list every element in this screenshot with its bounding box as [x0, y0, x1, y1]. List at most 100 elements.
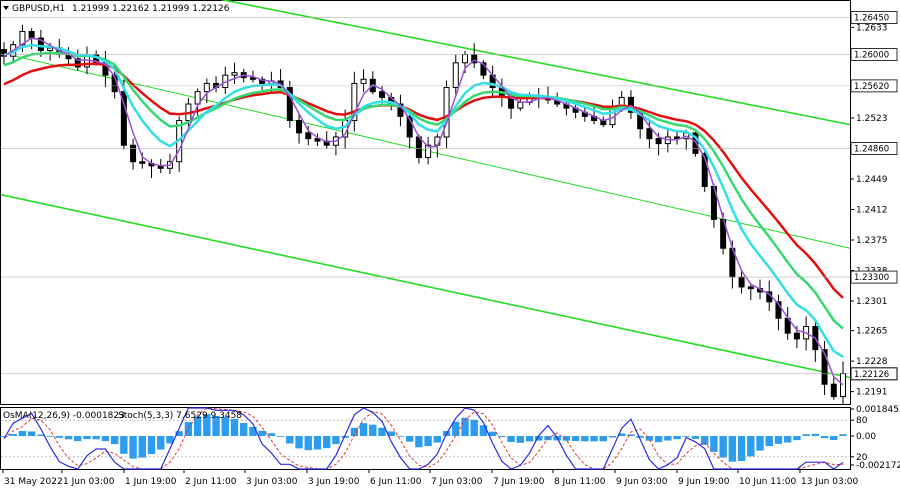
- title-header: GBPUSD,H1 1.21999 1.22162 1.21999 1.2212…: [3, 4, 230, 14]
- osma-bar: [387, 431, 395, 437]
- candle-body: [28, 30, 35, 39]
- osma-bar: [691, 436, 700, 439]
- y-tick-label: 1.2228: [856, 357, 888, 367]
- osma-bar: [221, 416, 229, 437]
- osma-bar: [793, 436, 801, 441]
- osma-bar: [571, 436, 580, 442]
- osma-bar: [645, 436, 654, 441]
- price-tag-label: 1.26450: [854, 13, 889, 23]
- osma-bar: [728, 436, 737, 462]
- candle-body: [360, 78, 367, 84]
- osma-bar: [507, 436, 515, 442]
- x-tick-label: 1 Jun 03:00: [63, 477, 115, 487]
- osma-bar: [562, 436, 571, 441]
- candle-body: [379, 91, 386, 98]
- osma-bar: [27, 431, 36, 437]
- osma-bar: [433, 436, 442, 443]
- osma-bar: [535, 436, 543, 441]
- ma-green-line: [3, 51, 844, 330]
- osma-bar: [820, 436, 829, 439]
- candle-body: [775, 301, 782, 319]
- osma-bar: [710, 436, 718, 452]
- y-tick-label: 1.2449: [856, 175, 888, 185]
- price-tag-box: [850, 270, 898, 284]
- candle-body: [74, 58, 81, 68]
- osma-bar: [765, 436, 773, 447]
- candle-body: [738, 276, 745, 288]
- osma-bar: [92, 436, 100, 440]
- candle-body: [203, 82, 210, 93]
- osma-bar: [415, 436, 423, 448]
- candle-body: [480, 62, 487, 76]
- osma-bar: [64, 436, 73, 440]
- osma-bar: [747, 436, 755, 457]
- osma-bar: [304, 436, 312, 451]
- candle-body: [517, 101, 524, 109]
- osc-tick-label: 0.0018452: [856, 405, 900, 415]
- osma-bar: [682, 436, 690, 437]
- x-tick-label: 31 May 2022: [4, 477, 63, 487]
- y-tick-label: 1.2191: [856, 388, 888, 398]
- x-tick-label: 13 Jun 03:00: [801, 477, 858, 487]
- candle-body: [249, 77, 256, 80]
- osma-bar: [240, 423, 248, 437]
- x-tick-label: 6 Jun 11:00: [370, 477, 422, 487]
- osma-bar: [783, 436, 792, 443]
- osma-bar: [405, 436, 414, 442]
- indicator-header: OsMA(12,26,9) -0.0001823 Stoch(5,3,3) 7.…: [3, 411, 242, 421]
- osc-tick-label: 80: [856, 416, 868, 426]
- dropdown-arrow-icon[interactable]: [3, 6, 9, 10]
- osma-bar: [295, 436, 303, 449]
- candle-body: [821, 349, 828, 385]
- ma-purple-line: [3, 37, 844, 386]
- osma-bar: [313, 436, 322, 450]
- osma-bar: [830, 436, 838, 440]
- price-tag-box: [850, 48, 898, 61]
- symbol-title: GBPUSD,H1: [12, 4, 65, 14]
- osma-bar: [599, 436, 607, 442]
- candle-body: [840, 373, 846, 398]
- osma-bar: [37, 434, 45, 437]
- osma-bar: [525, 436, 534, 442]
- candle-body: [674, 136, 681, 140]
- x-tick-label: 2 Jun 11:00: [185, 477, 237, 487]
- osc-tick-label: 0.00: [856, 432, 876, 442]
- osma-bar: [166, 436, 174, 444]
- candle-body: [406, 115, 413, 138]
- osma-bar: [516, 436, 524, 443]
- candle-body: [139, 161, 146, 164]
- main-plot-frame: [0, 0, 851, 405]
- osma-bar: [811, 433, 820, 437]
- x-tick-label: 3 Jun 19:00: [308, 477, 360, 487]
- osma-bar: [267, 433, 276, 437]
- y-tick-label: 1.2523: [856, 114, 888, 124]
- candle-body: [37, 37, 44, 51]
- osma-bar: [9, 433, 17, 437]
- osma-bar: [286, 436, 294, 444]
- candle-body: [194, 91, 201, 105]
- osma-bar: [138, 436, 146, 458]
- osma-bar: [350, 427, 359, 437]
- time-axis: 31 May 2022 1 Jun 03:00 1 Jun 19:00 2 Jun 1…: [2, 469, 858, 487]
- osma-bar: [488, 431, 497, 437]
- osma-label: OsMA(12,26,9) -0.0001823: [3, 411, 125, 421]
- candle-body: [461, 54, 468, 64]
- osma-bar: [74, 436, 82, 442]
- osma-bar: [396, 435, 405, 437]
- candle-body: [701, 152, 708, 187]
- osma-bar: [249, 426, 257, 437]
- osma-bar: [193, 416, 202, 437]
- osma-bar: [636, 436, 644, 438]
- osma-bar: [101, 436, 110, 442]
- channel-lower-line: [0, 193, 851, 379]
- x-tick-label: 10 Jun 11:00: [739, 477, 796, 487]
- osc-tick-label: -0.002172: [856, 461, 900, 471]
- price-tag-box: [850, 11, 898, 24]
- osma-bar: [110, 436, 119, 445]
- price-tag-label: 1.26000: [854, 51, 889, 61]
- osma-bar: [452, 421, 460, 437]
- osma-bar: [83, 436, 91, 440]
- osma-bar: [332, 436, 340, 445]
